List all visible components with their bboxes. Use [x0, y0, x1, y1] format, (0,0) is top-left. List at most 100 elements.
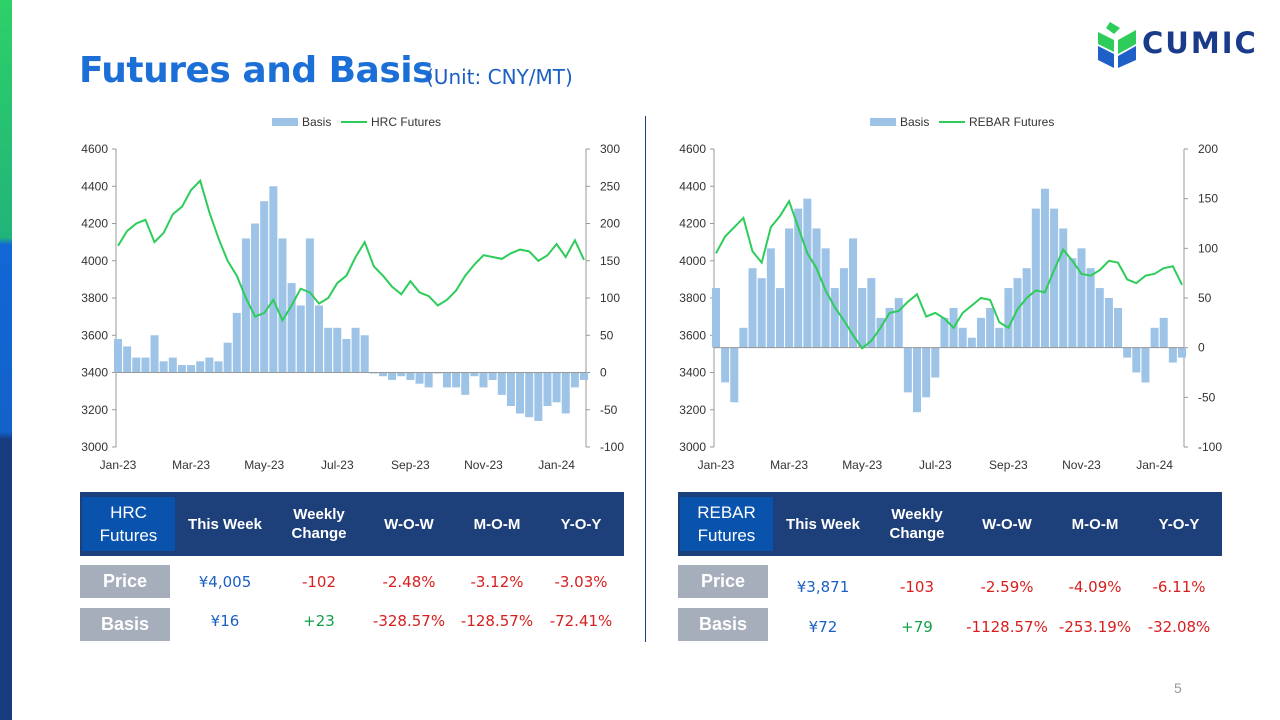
basis-bar — [821, 248, 830, 348]
basis-bar — [497, 372, 506, 395]
left-tick-label: 4400 — [679, 179, 706, 193]
cumic-logo-text: CUMIC — [1142, 26, 1258, 60]
left-tick-label: 4000 — [679, 254, 706, 268]
x-tick-label: Jan-23 — [100, 458, 137, 472]
left-tick-label: 3400 — [81, 366, 108, 380]
page-title: Futures and Basis — [79, 50, 434, 91]
row-label: Price — [678, 565, 768, 598]
basis-bar — [785, 228, 794, 348]
cell-yoy: -72.41% — [549, 611, 613, 630]
basis-bar — [1123, 347, 1132, 358]
right-tick-label: 250 — [600, 179, 620, 193]
left-tick-label: 4200 — [81, 217, 108, 231]
basis-bar — [1159, 317, 1168, 348]
basis-bar — [830, 288, 839, 348]
legend-swatch-basis — [870, 118, 896, 126]
right-tick-label: 100 — [600, 291, 620, 305]
basis-bar — [141, 357, 150, 373]
basis-bar — [757, 278, 766, 348]
right-tick-label: 0 — [1198, 341, 1205, 355]
table-corner: HRC Futures — [82, 497, 175, 551]
cell-wow: -1128.57% — [966, 617, 1048, 636]
basis-bar — [123, 346, 132, 373]
cell-weekly-change: +23 — [303, 611, 335, 630]
basis-bar — [516, 372, 525, 414]
basis-bar — [1077, 248, 1086, 348]
basis-bar — [360, 335, 369, 373]
basis-bar — [525, 372, 534, 418]
col-header-this-week: This Week — [786, 515, 860, 533]
cell-yoy: -3.03% — [554, 572, 608, 591]
basis-bar — [561, 372, 570, 414]
basis-bar — [995, 327, 1004, 348]
right-tick-label: 100 — [1198, 241, 1218, 255]
col-header-this-week: This Week — [188, 515, 262, 533]
basis-bar — [766, 248, 775, 348]
basis-bar — [351, 327, 360, 373]
unit-label: (Unit: CNY/MT) — [426, 65, 573, 89]
basis-bar — [168, 357, 177, 373]
basis-bar — [986, 307, 995, 348]
basis-bar — [552, 372, 561, 403]
basis-bar — [1040, 188, 1049, 348]
cell-mom: -128.57% — [460, 611, 534, 630]
corner-line-2: Futures — [99, 526, 158, 545]
basis-bar — [958, 327, 967, 348]
cell-weekly-change: -103 — [899, 577, 935, 596]
left-tick-label: 3800 — [679, 291, 706, 305]
basis-bar — [858, 288, 867, 348]
basis-bar — [876, 317, 885, 348]
basis-bar — [894, 298, 903, 348]
chart-legend: Basis HRC Futures — [272, 115, 441, 129]
x-tick-label: Nov-23 — [464, 458, 503, 472]
corner-line-2: Futures — [697, 526, 756, 545]
basis-bar — [415, 372, 424, 384]
right-tick-label: 300 — [600, 142, 620, 156]
basis-bar — [232, 312, 241, 373]
basis-bar — [114, 338, 122, 373]
table-header: REBAR Futures This Week Weekly Change W-… — [678, 492, 1222, 556]
rebar-chart: Basis REBAR Futures 4600 4400 4200 4000 3800 36… — [679, 115, 1222, 472]
basis-bar — [1141, 347, 1150, 383]
cell-this-week: ¥4,005 — [198, 572, 252, 591]
col-header-wow: W-O-W — [982, 515, 1032, 533]
table-row-price: Price ¥3,871 -103 -2.59% -4.09% -6.11% — [678, 565, 1222, 598]
basis-bar — [839, 268, 848, 348]
right-tick-label: 200 — [600, 217, 620, 231]
cell-wow: -328.57% — [372, 611, 446, 630]
basis-bar — [251, 223, 260, 373]
right-tick-label: -100 — [1198, 440, 1222, 454]
col-header-weekly-change: Weekly Change — [871, 492, 963, 556]
left-tick-label: 4600 — [679, 142, 706, 156]
basis-bar — [1132, 347, 1141, 373]
basis-bar — [922, 347, 931, 398]
x-tick-label: Mar-23 — [770, 458, 808, 472]
basis-bar — [296, 305, 305, 373]
left-tick-label: 3600 — [679, 328, 706, 342]
basis-bar — [470, 372, 479, 377]
basis-bar — [1095, 288, 1104, 348]
basis-bar — [214, 361, 223, 373]
basis-bar — [913, 347, 922, 413]
basis-bar — [397, 372, 406, 377]
left-tick-label: 4600 — [81, 142, 108, 156]
right-tick-label: 0 — [600, 366, 607, 380]
hrc-table: HRC Futures This Week Weekly Change W-O-… — [80, 492, 624, 641]
basis-bar — [940, 317, 949, 348]
cell-yoy: -6.11% — [1152, 577, 1206, 596]
basis-bar — [196, 361, 205, 373]
basis-bar — [721, 347, 730, 383]
x-tick-label: Mar-23 — [172, 458, 210, 472]
col-header-yoy: Y-O-Y — [1158, 515, 1200, 533]
table-row-basis: Basis ¥16 +23 -328.57% -128.57% -72.41% — [80, 608, 624, 641]
basis-bar — [812, 228, 821, 348]
cumic-logo: CUMIC — [1096, 20, 1256, 70]
basis-bar — [324, 327, 333, 373]
row-label: Basis — [678, 608, 768, 641]
table-corner: REBAR Futures — [680, 497, 773, 551]
basis-bar — [570, 372, 579, 388]
left-tick-label: 3400 — [679, 366, 706, 380]
left-tick-label: 3000 — [81, 440, 108, 454]
left-tick-label: 4000 — [81, 254, 108, 268]
basis-bar — [1050, 208, 1059, 348]
